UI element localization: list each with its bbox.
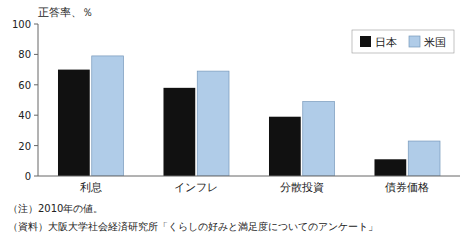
legend: 日本 米国 bbox=[352, 30, 454, 53]
y-axis-label: 正答率、％ bbox=[38, 6, 93, 19]
y-tick bbox=[34, 24, 38, 25]
note: （資料）大阪大学社会経済研究所「くらしの好みと満足度についてのアンケート」 bbox=[8, 221, 378, 232]
legend-swatch bbox=[409, 36, 420, 47]
y-axis-line bbox=[38, 24, 39, 176]
x-tick-label: 債券価格 bbox=[385, 181, 429, 194]
y-tick-label: 0 bbox=[25, 171, 31, 182]
y-tick-label: 100 bbox=[12, 19, 31, 30]
bar bbox=[374, 159, 406, 176]
legend-label: 米国 bbox=[424, 36, 446, 49]
x-axis: 利息 インフレ 分散投資 債券価格 bbox=[80, 181, 430, 194]
y-tick bbox=[34, 176, 38, 177]
x-tick-label: インフレ bbox=[174, 181, 218, 194]
y-axis: 0 20 40 60 80 100 bbox=[12, 19, 38, 182]
y-tick-label: 60 bbox=[18, 80, 31, 91]
bar bbox=[163, 88, 195, 176]
bar bbox=[58, 70, 90, 176]
y-tick bbox=[34, 115, 38, 116]
y-tick bbox=[34, 54, 38, 55]
chart-container: 正答率、％ 0 20 40 60 80 100 利息 インフレ 分散投資 債券価格 日本 米国 （注）20… bbox=[0, 0, 470, 250]
x-tick-label: 利息 bbox=[80, 181, 102, 194]
legend-frame bbox=[352, 30, 454, 53]
bars bbox=[58, 56, 440, 176]
legend-swatch bbox=[360, 36, 371, 47]
legend-label: 日本 bbox=[375, 36, 397, 49]
y-tick-label: 80 bbox=[18, 49, 31, 60]
bar bbox=[197, 71, 229, 176]
y-tick bbox=[34, 145, 38, 146]
x-tick-label: 分散投資 bbox=[280, 181, 324, 194]
bar bbox=[408, 141, 440, 176]
bar bbox=[303, 102, 335, 176]
y-tick bbox=[34, 84, 38, 85]
chart-svg: 正答率、％ 0 20 40 60 80 100 利息 インフレ 分散投資 債券価格 日本 米国 （注）20… bbox=[0, 0, 470, 250]
bar bbox=[92, 56, 124, 176]
y-tick-label: 20 bbox=[18, 141, 31, 152]
x-axis-line bbox=[38, 176, 460, 177]
y-tick-label: 40 bbox=[18, 110, 31, 121]
bar bbox=[269, 117, 301, 176]
note: （注）2010年の値。 bbox=[8, 203, 103, 214]
